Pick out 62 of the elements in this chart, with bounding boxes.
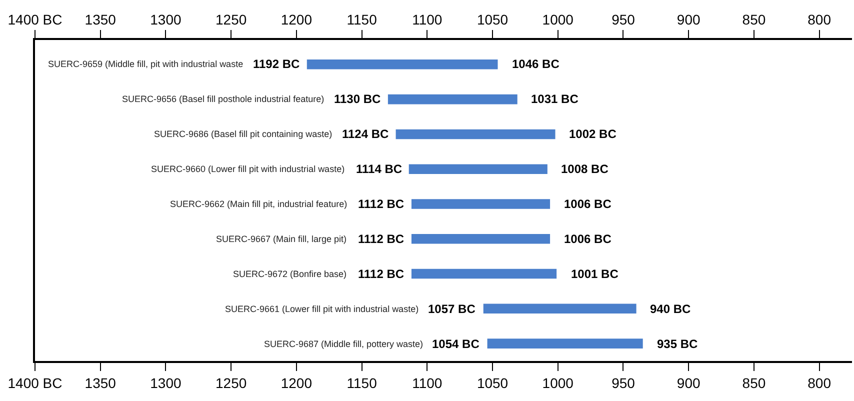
x2-tick-label: 1300 [150, 11, 182, 28]
annotation: 1057 BC [428, 302, 476, 316]
x-tick-label: 1400 BC [8, 374, 62, 391]
x-tick-label: 1050 [476, 374, 508, 391]
annotation: 1006 BC [564, 197, 612, 211]
x2-tick-label: 1400 BC [8, 11, 62, 28]
annotation: 1001 BC [571, 267, 619, 281]
annotation: 1112 BC [358, 267, 404, 281]
x-tick-label: 1200 [280, 374, 312, 391]
x-tick-label: 1150 [346, 374, 378, 391]
annotation: 1130 BC [334, 92, 382, 106]
x2-tick-label: 900 [676, 11, 700, 28]
bar [411, 268, 557, 279]
annotation: 1031 BC [531, 92, 579, 106]
annotation: 1112 BC [358, 197, 404, 211]
x2-tick-label: 1000 [542, 11, 574, 28]
bar [411, 199, 550, 209]
x-tick-label: 850 [742, 374, 766, 391]
x-tick-label: 1000 [542, 374, 574, 391]
annotation: 1114 BC [356, 162, 402, 176]
x-tick-label: 1250 [216, 374, 247, 391]
y-tick-label: SUERC-9660 (Lower fill pit with industrial waste) [151, 164, 345, 174]
x-tick-label: 900 [676, 374, 700, 391]
bar [487, 338, 643, 348]
x2-tick-label: 1100 [412, 11, 442, 28]
y-tick-label: SUERC-9659 (Middle fill, pit with industrial waste [48, 59, 244, 69]
x2-tick-label: 1200 [280, 11, 312, 28]
x-tick-label: 1100 [412, 374, 442, 391]
x2-tick-label: 850 [742, 11, 766, 28]
annotation: 935 BC [657, 337, 698, 351]
bar [483, 304, 636, 314]
annotation: 1002 BC [569, 127, 617, 141]
annotation: 1192 BC [253, 57, 300, 71]
annotation: 1008 BC [561, 162, 609, 176]
y-tick-label: SUERC-9656 (Basel fill posthole industrial feature) [122, 94, 324, 104]
x2-tick-label: 1250 [216, 11, 247, 28]
bar [388, 94, 518, 104]
annotation: 1006 BC [564, 232, 612, 246]
bar [396, 129, 556, 140]
bar [306, 60, 498, 70]
x2-tick-label: 1150 [346, 11, 378, 28]
annotation: 1112 BC [358, 232, 404, 246]
x-tick-label: 1300 [150, 374, 182, 391]
annotation: 940 BC [650, 302, 692, 316]
y-tick-label: SUERC-9662 (Main fill pit, industrial feature) [170, 199, 348, 209]
x2-tick-label: 800 [808, 11, 832, 28]
x2-tick-label: 950 [612, 11, 636, 28]
bar [408, 164, 548, 174]
y-tick-label: SUERC-9687 (Middle fill, pottery waste) [264, 339, 424, 349]
bar [411, 234, 550, 244]
annotation: 1054 BC [432, 337, 480, 351]
y-tick-label: SUERC-9686 (Basel fill pit containing waste) [154, 129, 332, 139]
annotation: 1046 BC [512, 57, 560, 71]
y-tick-label: SUERC-9661 (Lower fill pit with industrial waste) [225, 304, 419, 314]
annotation: 1124 BC [342, 127, 390, 141]
x2-tick-label: 1050 [476, 11, 508, 28]
y-tick-label: SUERC-9672 (Bonfire base) [233, 269, 347, 279]
x-tick-label: 1350 [84, 374, 116, 391]
y-tick-label: SUERC-9667 (Main fill, large pit) [216, 234, 347, 244]
x-tick-label: 800 [808, 374, 832, 391]
x2-tick-label: 1350 [84, 11, 116, 28]
x-tick-label: 950 [612, 374, 636, 391]
